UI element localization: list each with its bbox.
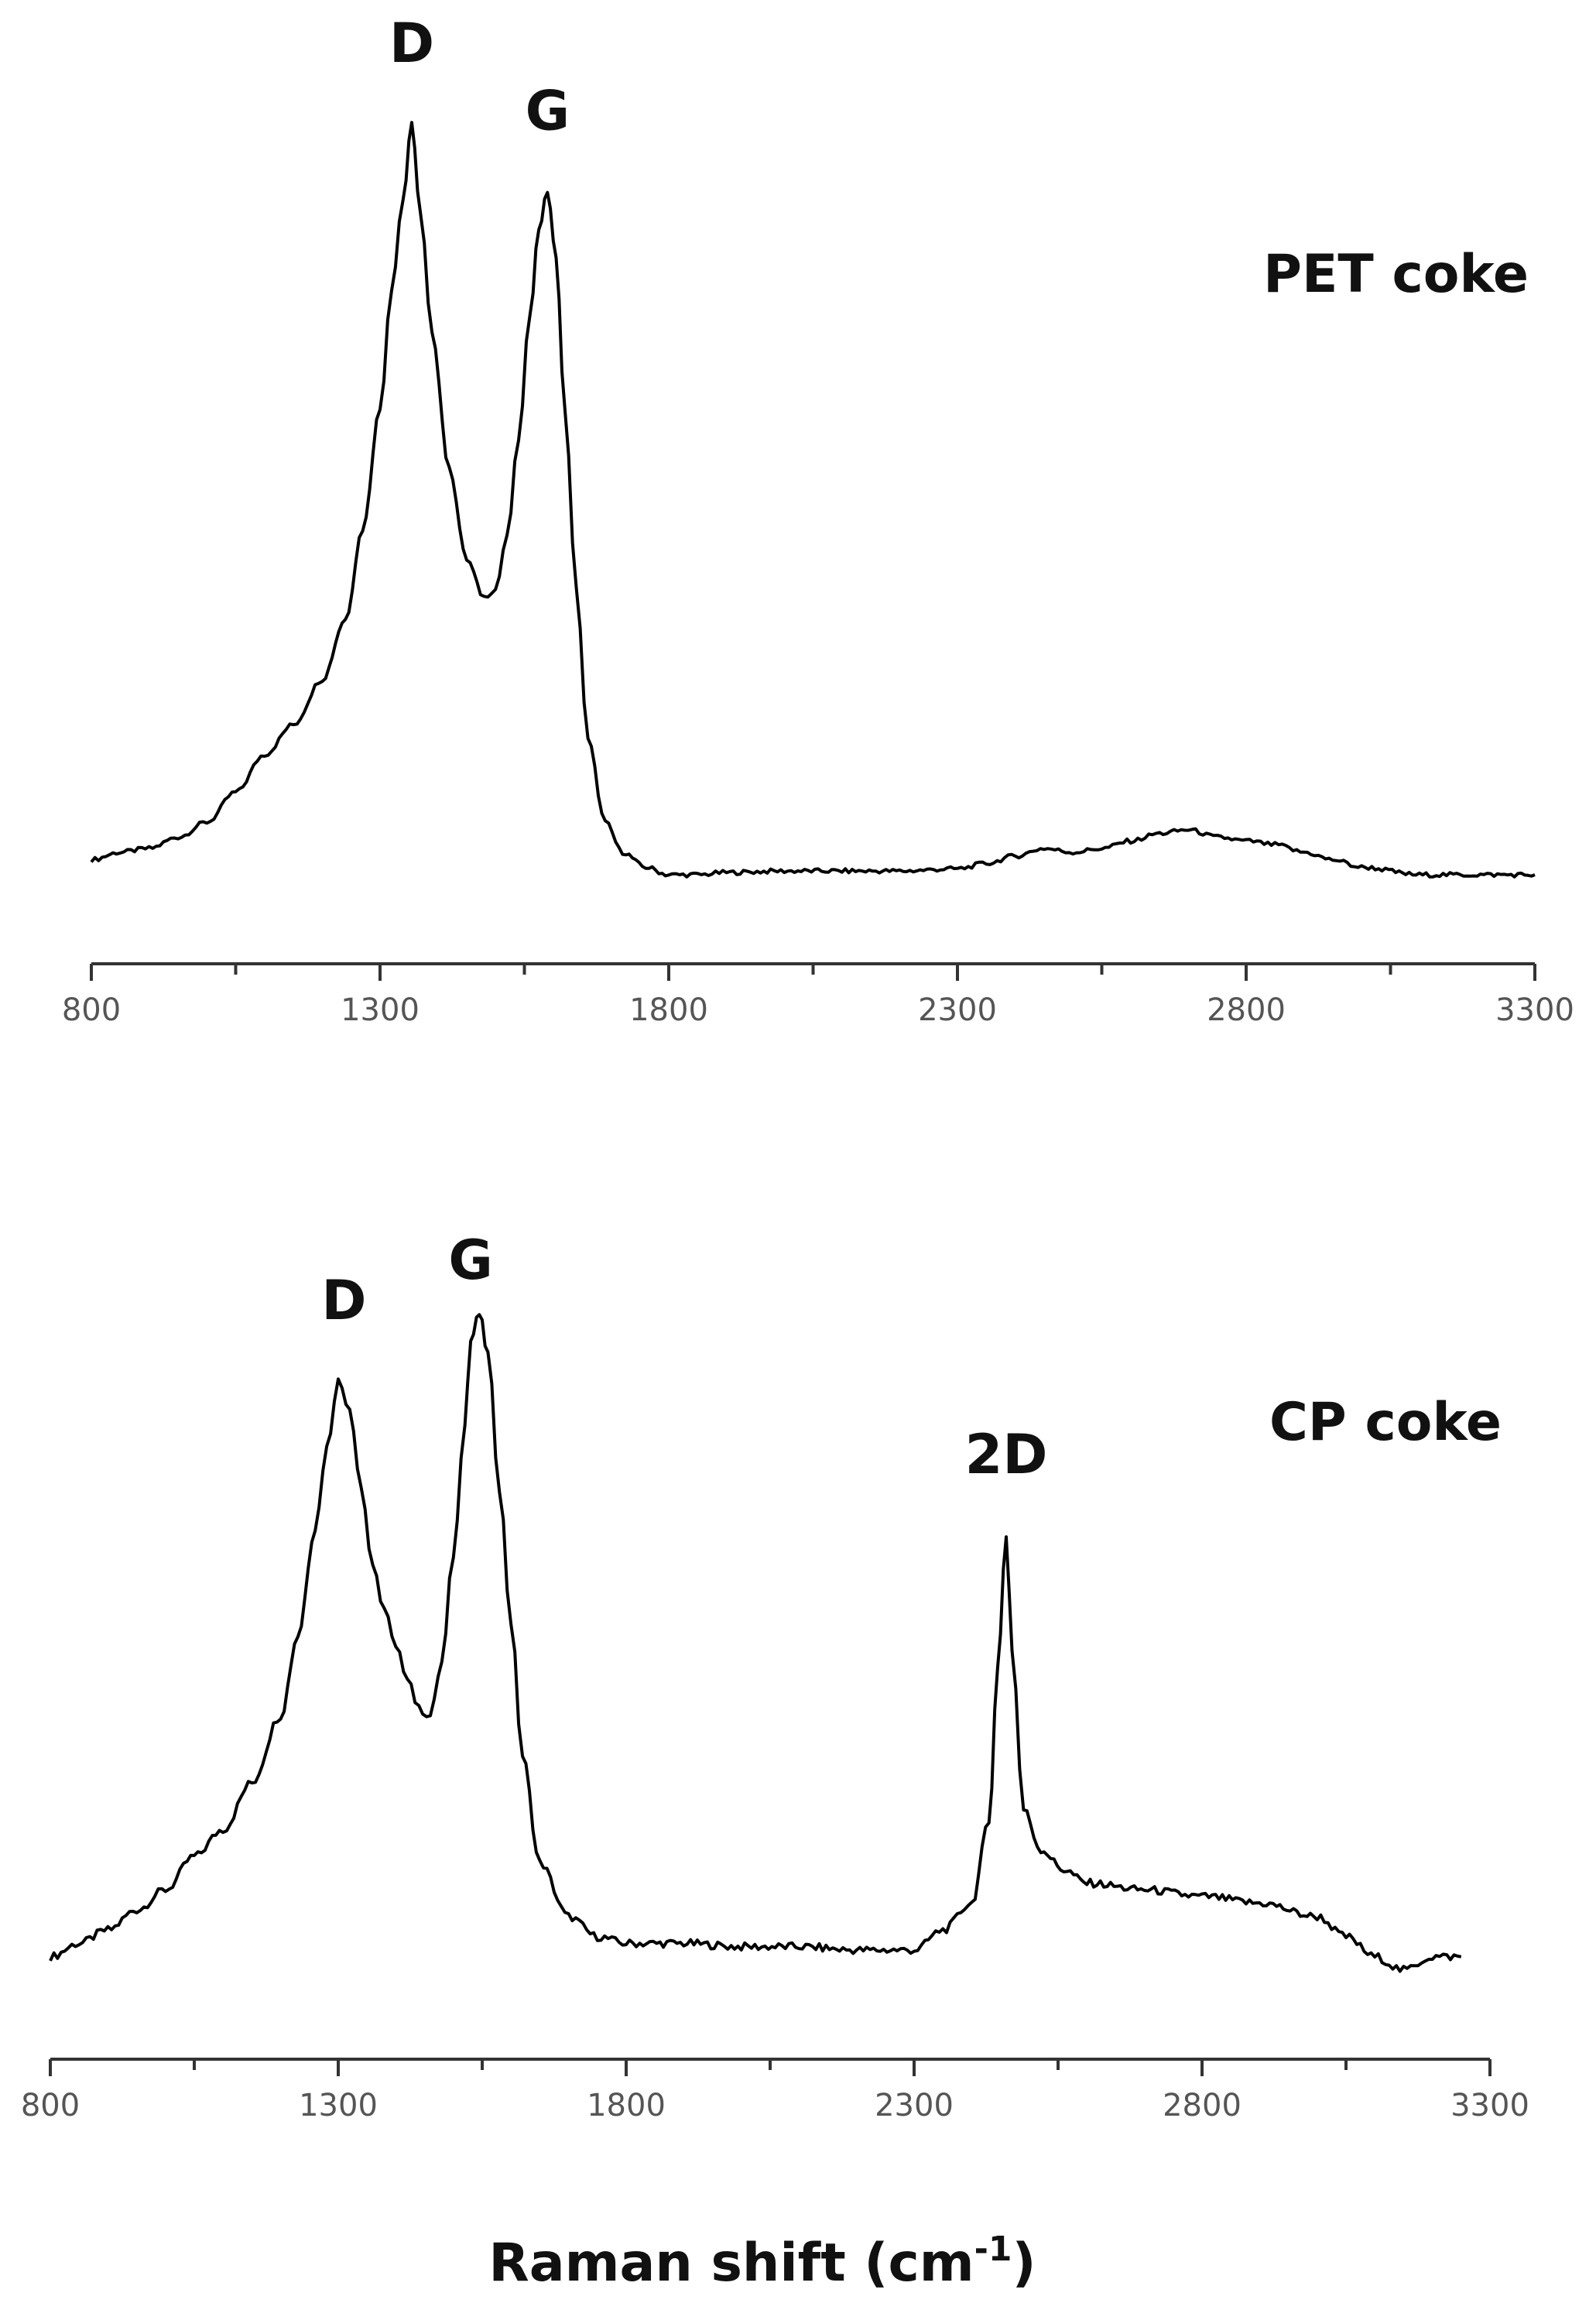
x-tick-label: 2800 [1207,992,1286,1028]
pet-coke-panel: PET coke 800 1300 1800 2300 2800 3300 D G [62,12,1574,1028]
x-tick-label: 2300 [918,992,997,1028]
sample-label-pet-coke: PET coke [1263,244,1529,305]
x-tick-label: 2300 [875,2088,954,2123]
x-axis-title-superscript: -1 [974,2229,1012,2269]
x-tick-label: 1300 [299,2088,378,2123]
spectrum-line [49,1313,1462,1973]
x-tick-label: 1800 [629,992,708,1028]
x-axis-title: Raman shift (cm-1) [488,2229,1036,2294]
peak-label: G [526,79,570,142]
peak-label: D [321,1269,366,1332]
x-axis-title-close: ) [1012,2233,1036,2294]
peak-label: 2D [965,1423,1048,1486]
peak-label: D [389,12,434,75]
x-tick-label: 1800 [587,2088,666,2123]
x-tick-label: 800 [21,2088,80,2123]
peak-label: G [448,1229,492,1292]
x-tick-label: 800 [62,992,121,1028]
x-tick-label: 3300 [1495,992,1574,1028]
cp-coke-panel: CP coke 800 1300 1800 2300 2800 3300 D G 2D [21,1229,1529,2123]
x-tick-label: 2800 [1163,2088,1242,2123]
sample-label-cp-coke: CP coke [1269,1392,1502,1453]
x-tick-label: 3300 [1450,2088,1529,2123]
x-axis-title-main: Raman shift (cm [488,2233,974,2294]
x-tick-label: 1300 [341,992,420,1028]
spectrum-line [90,121,1536,879]
